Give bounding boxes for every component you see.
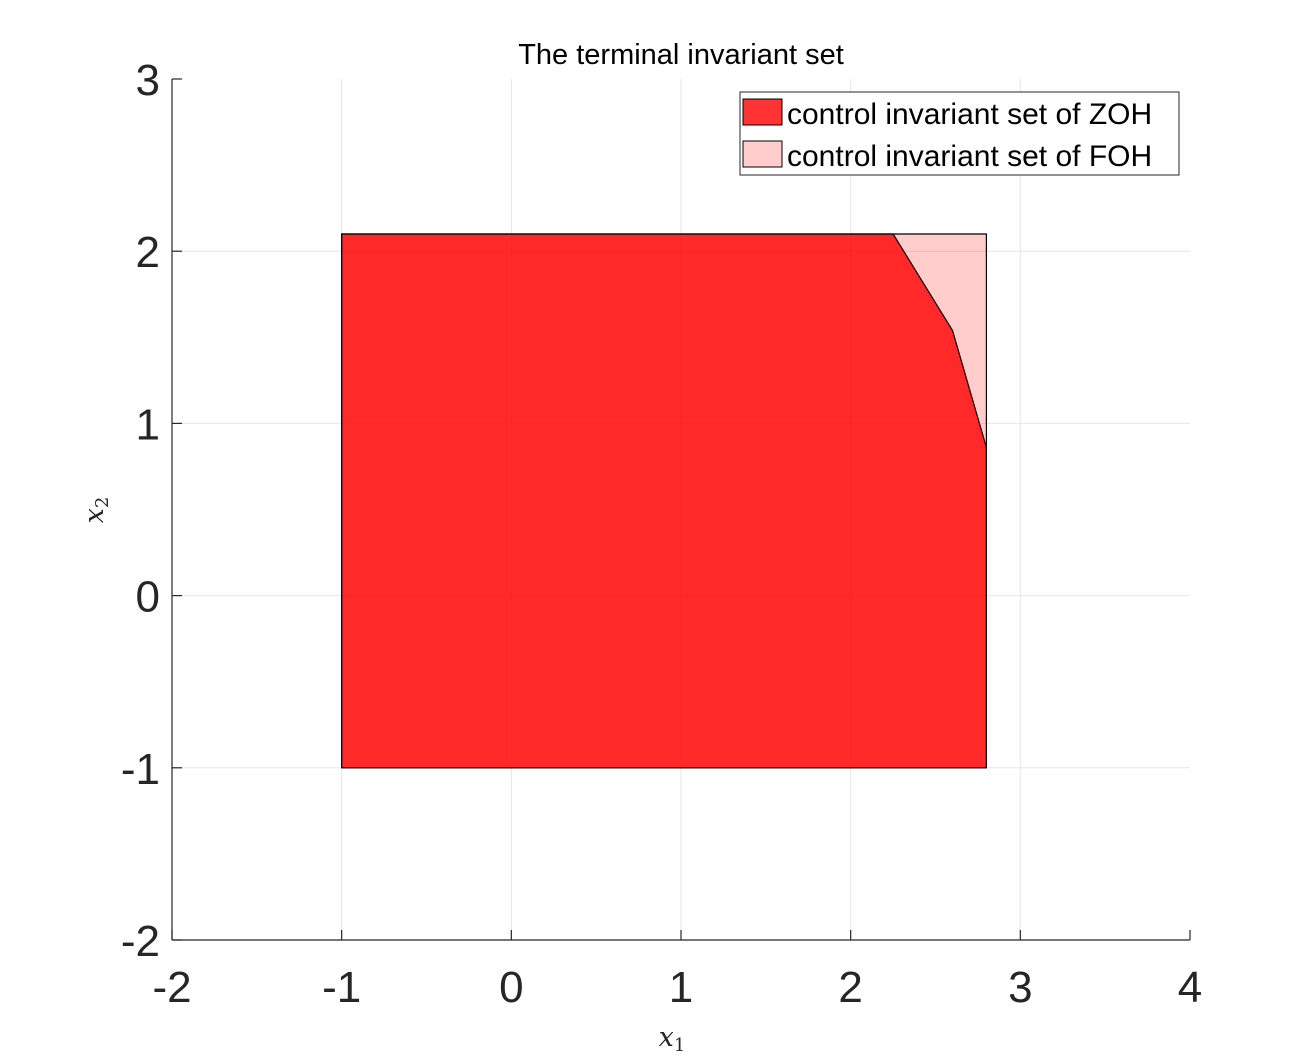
legend-box bbox=[739, 91, 1180, 176]
y-axis-label-subscript: 2 bbox=[92, 497, 113, 508]
x-axis-label-main: x bbox=[659, 1022, 674, 1053]
zoh-invariant-set-polygon bbox=[341, 233, 988, 769]
legend-label-zoh: control invariant set of ZOH bbox=[787, 98, 1152, 131]
legend-swatch-foh bbox=[742, 140, 783, 168]
y-axis-label: x2 bbox=[79, 497, 113, 524]
x-tick-label: 4 bbox=[1178, 963, 1202, 1012]
legend: control invariant set of ZOH control inv… bbox=[739, 91, 1180, 176]
y-tick-label: 1 bbox=[136, 400, 160, 449]
x-tick-label: -1 bbox=[322, 963, 361, 1012]
legend-swatch-zoh bbox=[742, 98, 783, 126]
x-tick-label: 2 bbox=[838, 963, 862, 1012]
x-axis-label: x1 bbox=[659, 1022, 686, 1056]
y-tick-label: -2 bbox=[121, 917, 160, 966]
y-tick-label: 2 bbox=[136, 228, 160, 277]
x-tick-label: 1 bbox=[669, 963, 693, 1012]
y-axis-label-main: x bbox=[79, 508, 110, 523]
y-tick-label: 0 bbox=[136, 573, 160, 622]
chart-title: The terminal invariant set bbox=[518, 39, 844, 71]
legend-label-foh: control invariant set of FOH bbox=[787, 140, 1152, 173]
x-tick-label: -2 bbox=[152, 963, 191, 1012]
polygon-layer bbox=[341, 233, 988, 769]
x-axis-label-subscript: 1 bbox=[674, 1035, 685, 1056]
y-tick-label: -1 bbox=[121, 745, 160, 794]
x-tick-label: 3 bbox=[1008, 963, 1032, 1012]
tick-layer: -2 -1 0 1 2 3 4 -2 -1 0 1 2 3 bbox=[121, 56, 1202, 1012]
x-tick-label: 0 bbox=[499, 963, 523, 1012]
y-tick-label: 3 bbox=[136, 56, 160, 105]
